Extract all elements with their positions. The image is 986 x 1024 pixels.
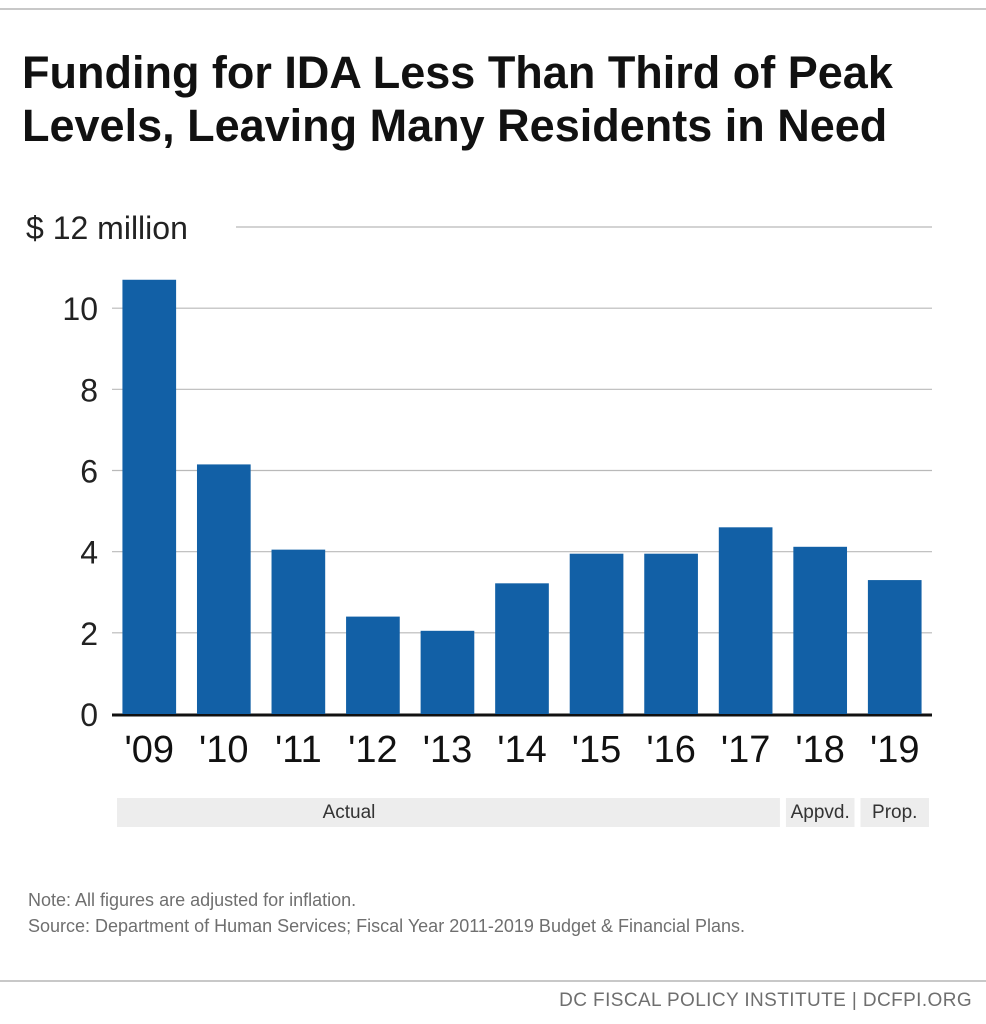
x-tick-label: '14: [497, 729, 547, 771]
x-tick-label: '16: [646, 729, 696, 771]
title-line-1: Funding for IDA Less Than Third of Peak: [22, 47, 893, 98]
period-groups: Actual Appvd. Prop.: [117, 798, 929, 827]
title-line-2: Levels, Leaving Many Residents in Need: [22, 100, 888, 151]
y-tick-label: 0: [80, 697, 98, 733]
footer-credit: DC FISCAL POLICY INSTITUTE | DCFPI.ORG: [559, 990, 972, 1011]
x-tick-label: '13: [423, 729, 473, 771]
x-axis-ticks: '09 '10 '11 '12 '13 '14 '15 '16 '17 '18 '19: [125, 729, 920, 771]
chart-source: Source: Department of Human Services; Fi…: [28, 916, 746, 936]
period-label: Appvd.: [791, 802, 850, 823]
period-label: Prop.: [872, 802, 917, 823]
period-band: [117, 798, 780, 827]
bar: [271, 549, 326, 714]
bar: [867, 580, 922, 714]
bar: [122, 279, 177, 714]
x-tick-label: '15: [572, 729, 622, 771]
x-tick-label: '17: [721, 729, 771, 771]
bar: [196, 464, 251, 714]
x-tick-label: '12: [348, 729, 398, 771]
chart-note: Note: All figures are adjusted for infla…: [28, 890, 357, 910]
x-tick-label: '18: [795, 729, 845, 771]
bar: [569, 553, 624, 714]
bar: [718, 527, 773, 714]
bar-chart: 0 2 4 6 8 10 $ 12 million '09 '10 '11 '12 '13 '14 '1…: [26, 210, 932, 827]
chart-title: Funding for IDA Less Than Third of Peak …: [22, 46, 972, 152]
period-label: Actual: [323, 802, 376, 823]
bars: [122, 279, 922, 714]
x-tick-label: '09: [125, 729, 175, 771]
bar: [793, 546, 848, 714]
bar: [495, 583, 549, 714]
y-tick-label: 4: [80, 535, 98, 571]
period-band: [860, 798, 929, 827]
y-tick-label: 6: [80, 454, 98, 490]
y-axis-ticks: 0 2 4 6 8 10 $ 12 million: [26, 210, 188, 733]
y-tick-label: 2: [80, 616, 98, 652]
x-tick-label: '11: [275, 729, 322, 771]
bottom-rule: [0, 980, 986, 982]
bar: [346, 616, 400, 714]
x-tick-label: '19: [870, 729, 920, 771]
y-tick-label: 10: [62, 291, 98, 327]
y-tick-label: 8: [80, 372, 98, 408]
y-tick-label: $ 12 million: [26, 210, 188, 246]
bar: [420, 630, 475, 714]
bar: [644, 553, 698, 714]
top-rule: [0, 8, 986, 10]
x-tick-label: '10: [199, 729, 249, 771]
period-band: [785, 798, 855, 827]
